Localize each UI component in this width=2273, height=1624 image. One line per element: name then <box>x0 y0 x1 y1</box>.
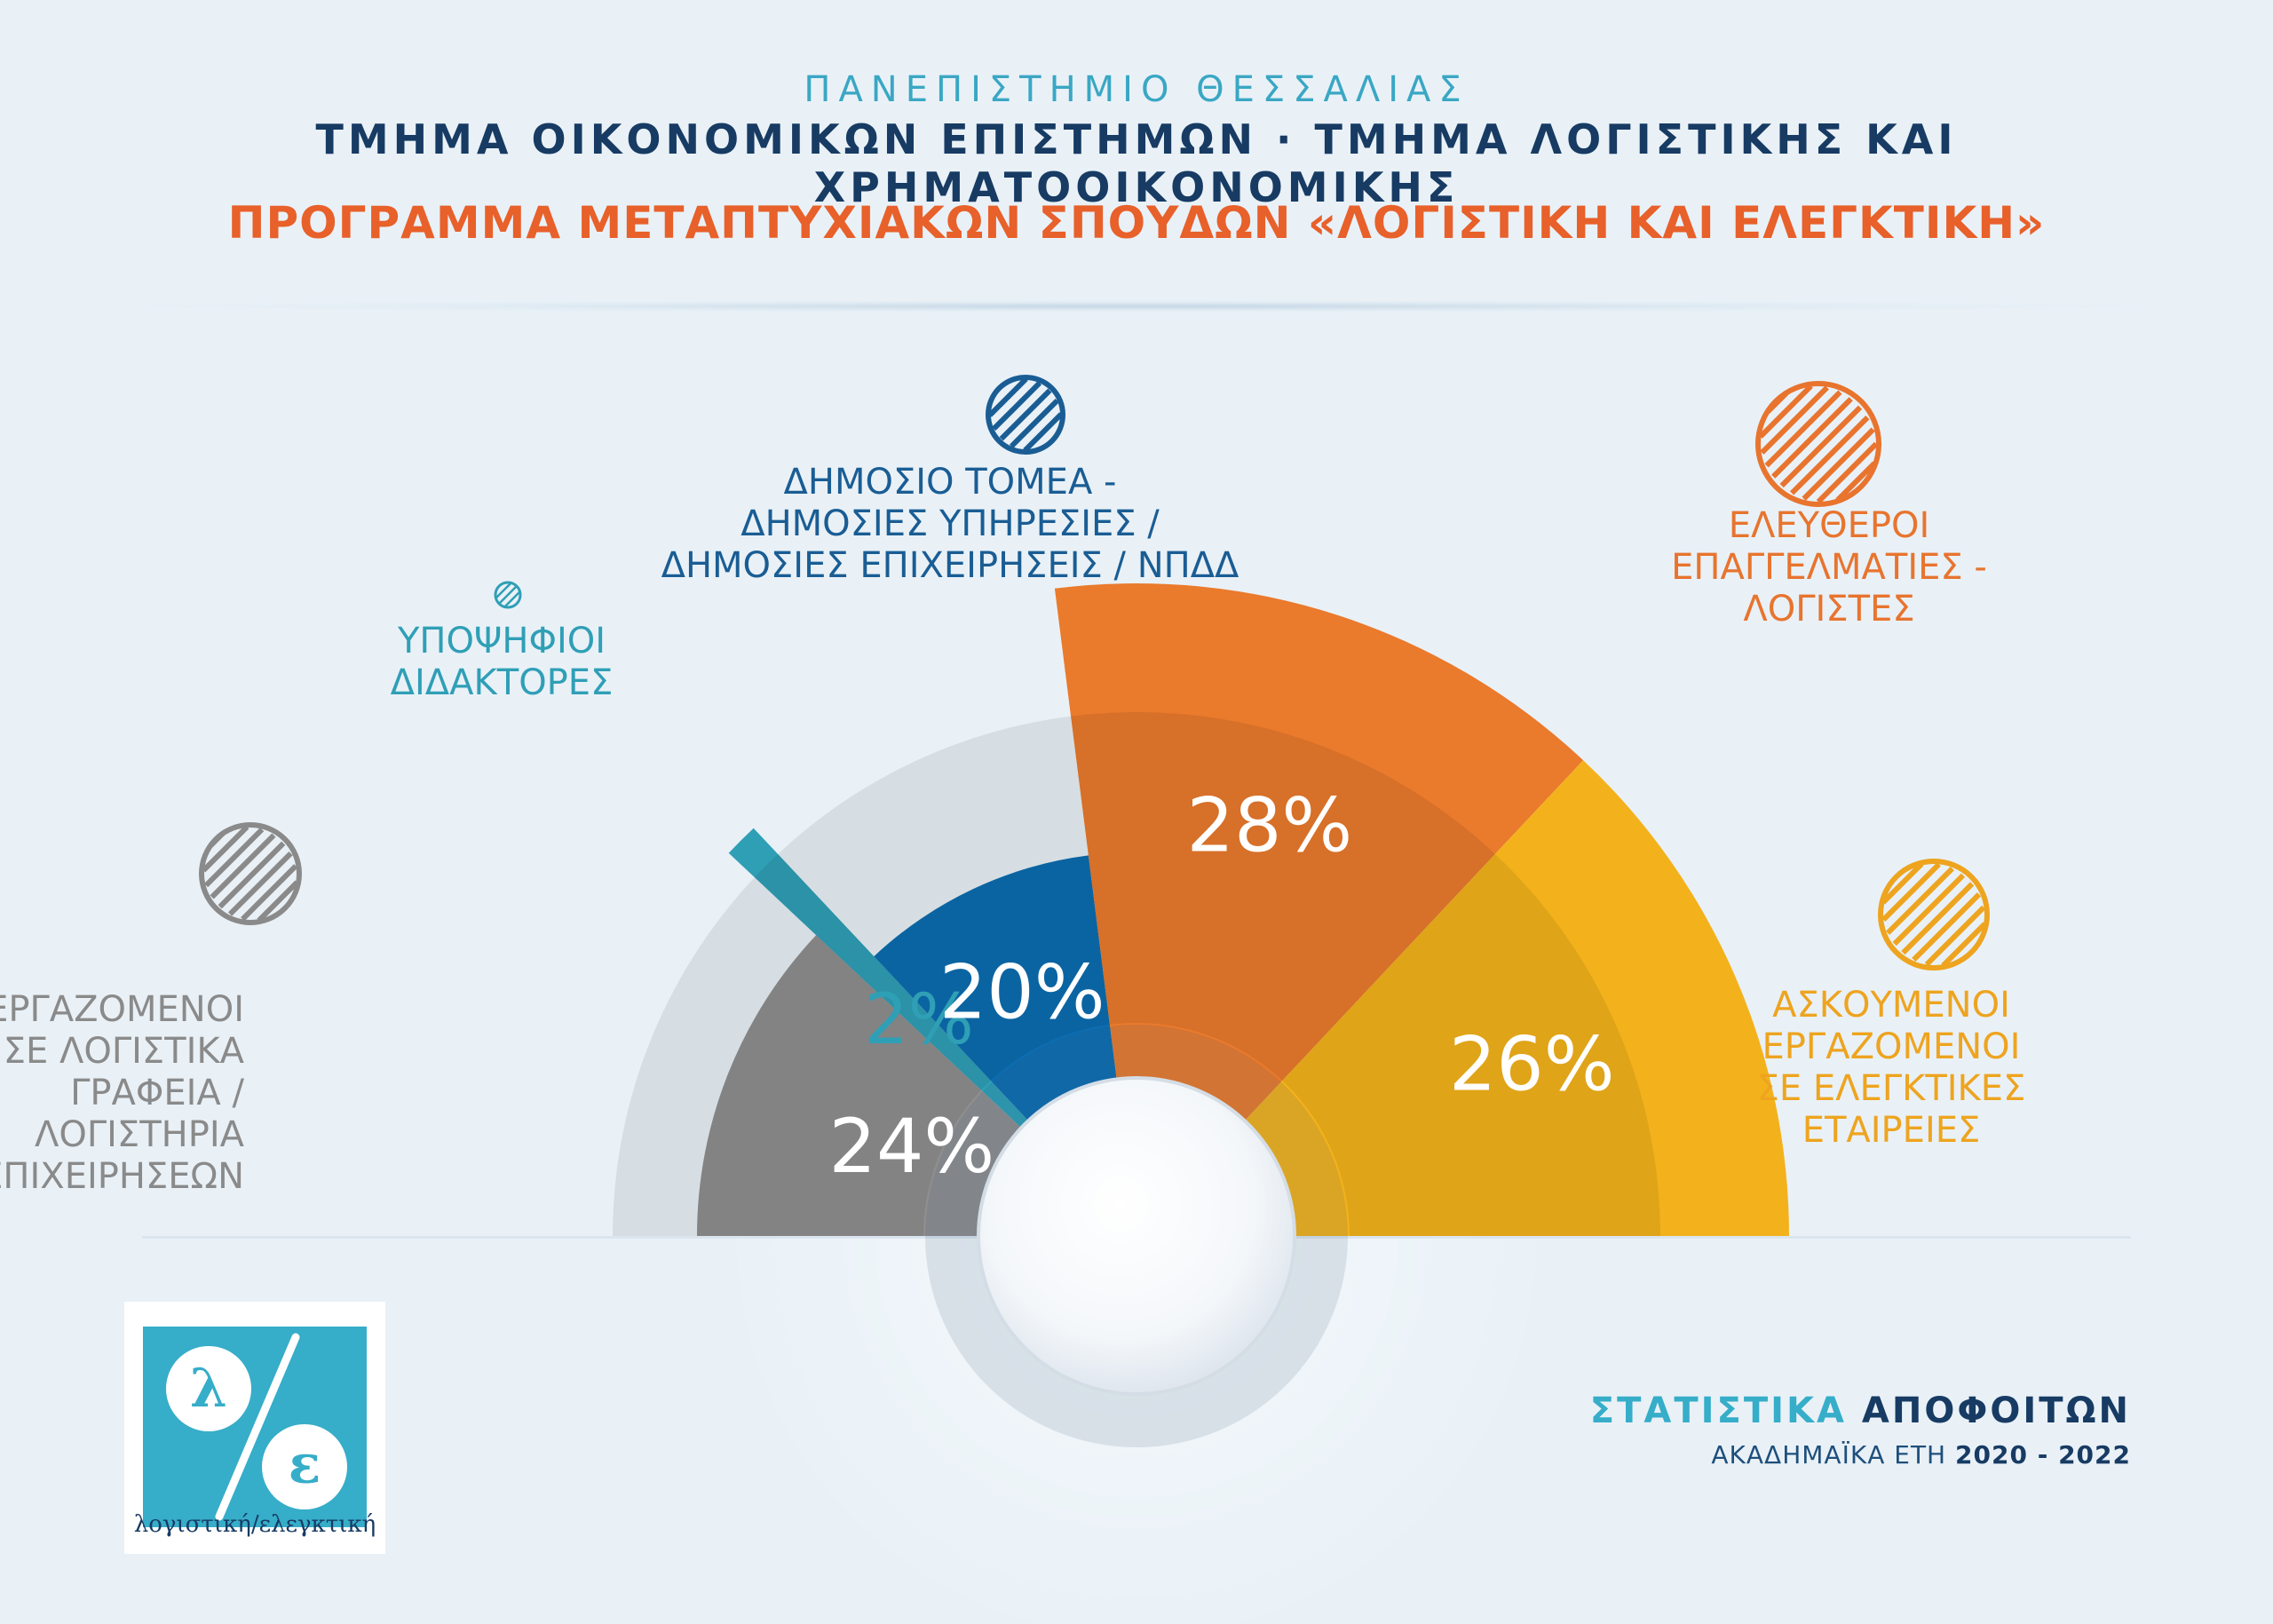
hatch-line-2 <box>499 586 517 604</box>
category-label-3-line-3: ΔΗΜΟΣΙΕΣ ΕΠΙΧΕΙΡΗΣΕΙΣ / ΝΠΔΔ <box>661 545 1239 586</box>
category-label-1-line-1: ΕΡΓΑΖΟΜΕΝΟΙ <box>0 989 244 1030</box>
category-label-3-line-1: ΔΗΜΟΣΙΟ ΤΟΜΕΑ - <box>784 462 1117 503</box>
hatch-line-1 <box>257 880 299 923</box>
header-divider <box>133 300 2140 313</box>
logo-square: λ ε <box>143 1327 367 1527</box>
footer-subtitle-text: ΑΚΑΔΗΜΑΪΚΑ ΕΤΗ <box>1711 1440 1947 1470</box>
logo-slash <box>215 1333 300 1521</box>
logo-circle-left <box>166 1346 251 1431</box>
hatch-line-1 <box>203 827 265 888</box>
logo-circle-right <box>262 1424 347 1509</box>
hatch-line-3 <box>987 376 1028 417</box>
hatch-line-2 <box>495 582 511 598</box>
hatch-line-4 <box>1779 405 1863 488</box>
percent-logo-icon: λ ε <box>166 1333 347 1521</box>
category-label-2-line-2: ΔΙΔΑΚΤΟΡΕΣ <box>391 662 614 703</box>
category-label-1-line-2: ΣΕ ΛΟΓΙΣΤΙΚΑ <box>4 1031 245 1072</box>
hatch-line-3 <box>999 388 1052 441</box>
hatch-line-4 <box>1789 415 1870 495</box>
hatch-line-4 <box>1816 441 1879 504</box>
inner-shade-ring <box>613 712 1660 1236</box>
category-label-4-line-1: ΕΛΕΥΘΕΡΟΙ <box>1729 505 1930 546</box>
hatch-line-1 <box>208 831 225 848</box>
category-label-5-line-1: ΑΣΚΟΥΜΕΝΟΙ <box>1772 985 2010 1026</box>
category-label-5-line-2: ΕΡΓΑΖΟΜΕΝΟΙ <box>1762 1026 2021 1067</box>
hatch-line-4 <box>1758 384 1813 439</box>
value-label-1: 24% <box>829 1103 995 1190</box>
hatch-line-4 <box>1771 397 1853 479</box>
footer-years: 2020 - 2022 <box>1955 1440 2131 1470</box>
value-label-4: 28% <box>1187 782 1353 869</box>
category-label-1-line-4: ΛΟΓΙΣΤΗΡΙΑ <box>35 1114 245 1155</box>
value-label-2: 2% <box>864 980 974 1060</box>
value-label-3: 20% <box>939 948 1105 1035</box>
category-label-3-line-2: ΔΗΜΟΣΙΕΣ ΥΠΗΡΕΣΙΕΣ / <box>741 503 1160 544</box>
category-label-4-line-3: ΛΟΓΙΣΤΕΣ <box>1743 589 1914 630</box>
hatch-line-5 <box>1912 892 1982 963</box>
hatch-line-5 <box>1881 862 1941 922</box>
hatch-line-5 <box>1901 882 1975 955</box>
hatch-line-4 <box>1760 385 1829 455</box>
hatch-line-4 <box>1764 390 1842 468</box>
category-label-1-line-3: ΓΡΑΦΕΙΑ / <box>70 1073 244 1113</box>
hatch-line-3 <box>1009 398 1059 448</box>
footer-title-part1: ΣΤΑΤΙΣΤΙΚΑ <box>1589 1390 1847 1431</box>
logo-tagline: λογιστική/ελεγκτική <box>133 1511 376 1538</box>
hatch-line-5 <box>1941 922 1987 968</box>
hatch-line-4 <box>1765 391 1789 415</box>
logo-letter-right: ε <box>289 1434 321 1496</box>
hatch-line-1 <box>241 864 298 922</box>
program-title: ΠΡΟΓΡΑΜΜΑ ΜΕΤΑΠΤΥΧΙΑΚΩΝ ΣΠΟΥΔΩΝ «ΛΟΓΙΣΤΙ… <box>227 197 2046 249</box>
hatch-line-2 <box>504 591 520 607</box>
hatch-line-1 <box>227 851 293 916</box>
hatch-line-5 <box>1892 873 1966 947</box>
center-hub <box>977 1076 1296 1396</box>
hatch-line-4 <box>1802 427 1875 501</box>
slice-5 <box>1136 760 1789 1236</box>
hatch-marker-4 <box>1755 381 1881 507</box>
hatch-marker-5 <box>1878 859 1990 970</box>
hatch-line-3 <box>1023 412 1064 453</box>
value-label-5: 26% <box>1449 1020 1615 1107</box>
hatch-line-4 <box>1835 461 1877 503</box>
logo-letter-left: λ <box>190 1358 227 1420</box>
hatch-marker-1 <box>199 822 302 925</box>
footer-subtitle: ΑΚΑΔΗΜΑΪΚΑ ΕΤΗ 2020 - 2022 <box>1711 1440 2131 1470</box>
hatch-marker-3 <box>986 375 1065 455</box>
departments-title: ΤΜΗΜΑ ΟΙΚΟΝΟΜΙΚΩΝ ΕΠΙΣΤΗΜΩΝ · ΤΜΗΜΑ ΛΟΓΙ… <box>315 115 1958 211</box>
logo: λ ε λογιστική/ελεγκτική <box>124 1302 385 1554</box>
hatch-line-1 <box>210 833 276 899</box>
category-label-1-line-5: ΕΠΙΧΕΙΡΗΣΕΩΝ <box>0 1156 244 1197</box>
hatch-line-5 <box>1924 905 1986 967</box>
category-label-4-line-2: ΕΠΑΓΓΕΛΜΑΤΙΕΣ - <box>1671 547 1987 588</box>
footer-title-part2: ΑΠΟΦΟΙΤΩΝ <box>1861 1390 2131 1431</box>
hatch-line-1 <box>218 841 286 909</box>
footer-title: ΣΤΑΤΙΣΤΙΚΑ ΑΠΟΦΟΙΤΩΝ <box>1590 1390 2131 1431</box>
category-label-5-line-3: ΣΕ ΕΛΕΓΚΤΙΚΕΣ <box>1757 1068 2026 1109</box>
category-label-2-line-1: ΥΠΟΨΗΦΙΟΙ <box>397 621 606 661</box>
hatch-line-3 <box>992 381 1042 432</box>
hatch-line-5 <box>1885 866 1954 935</box>
category-label-5-line-4: ΕΤΑΙΡΕΙΕΣ <box>1802 1110 1981 1151</box>
hatch-line-1 <box>202 825 249 873</box>
university-name: ΠΑΝΕΠΙΣΤΗΜΙΟ ΘΕΣΣΑΛΙΑΣ <box>804 69 1469 110</box>
hatch-marker-2 <box>494 581 522 609</box>
hatch-line-5 <box>1881 861 1924 905</box>
slice-4 <box>1054 583 1584 1236</box>
